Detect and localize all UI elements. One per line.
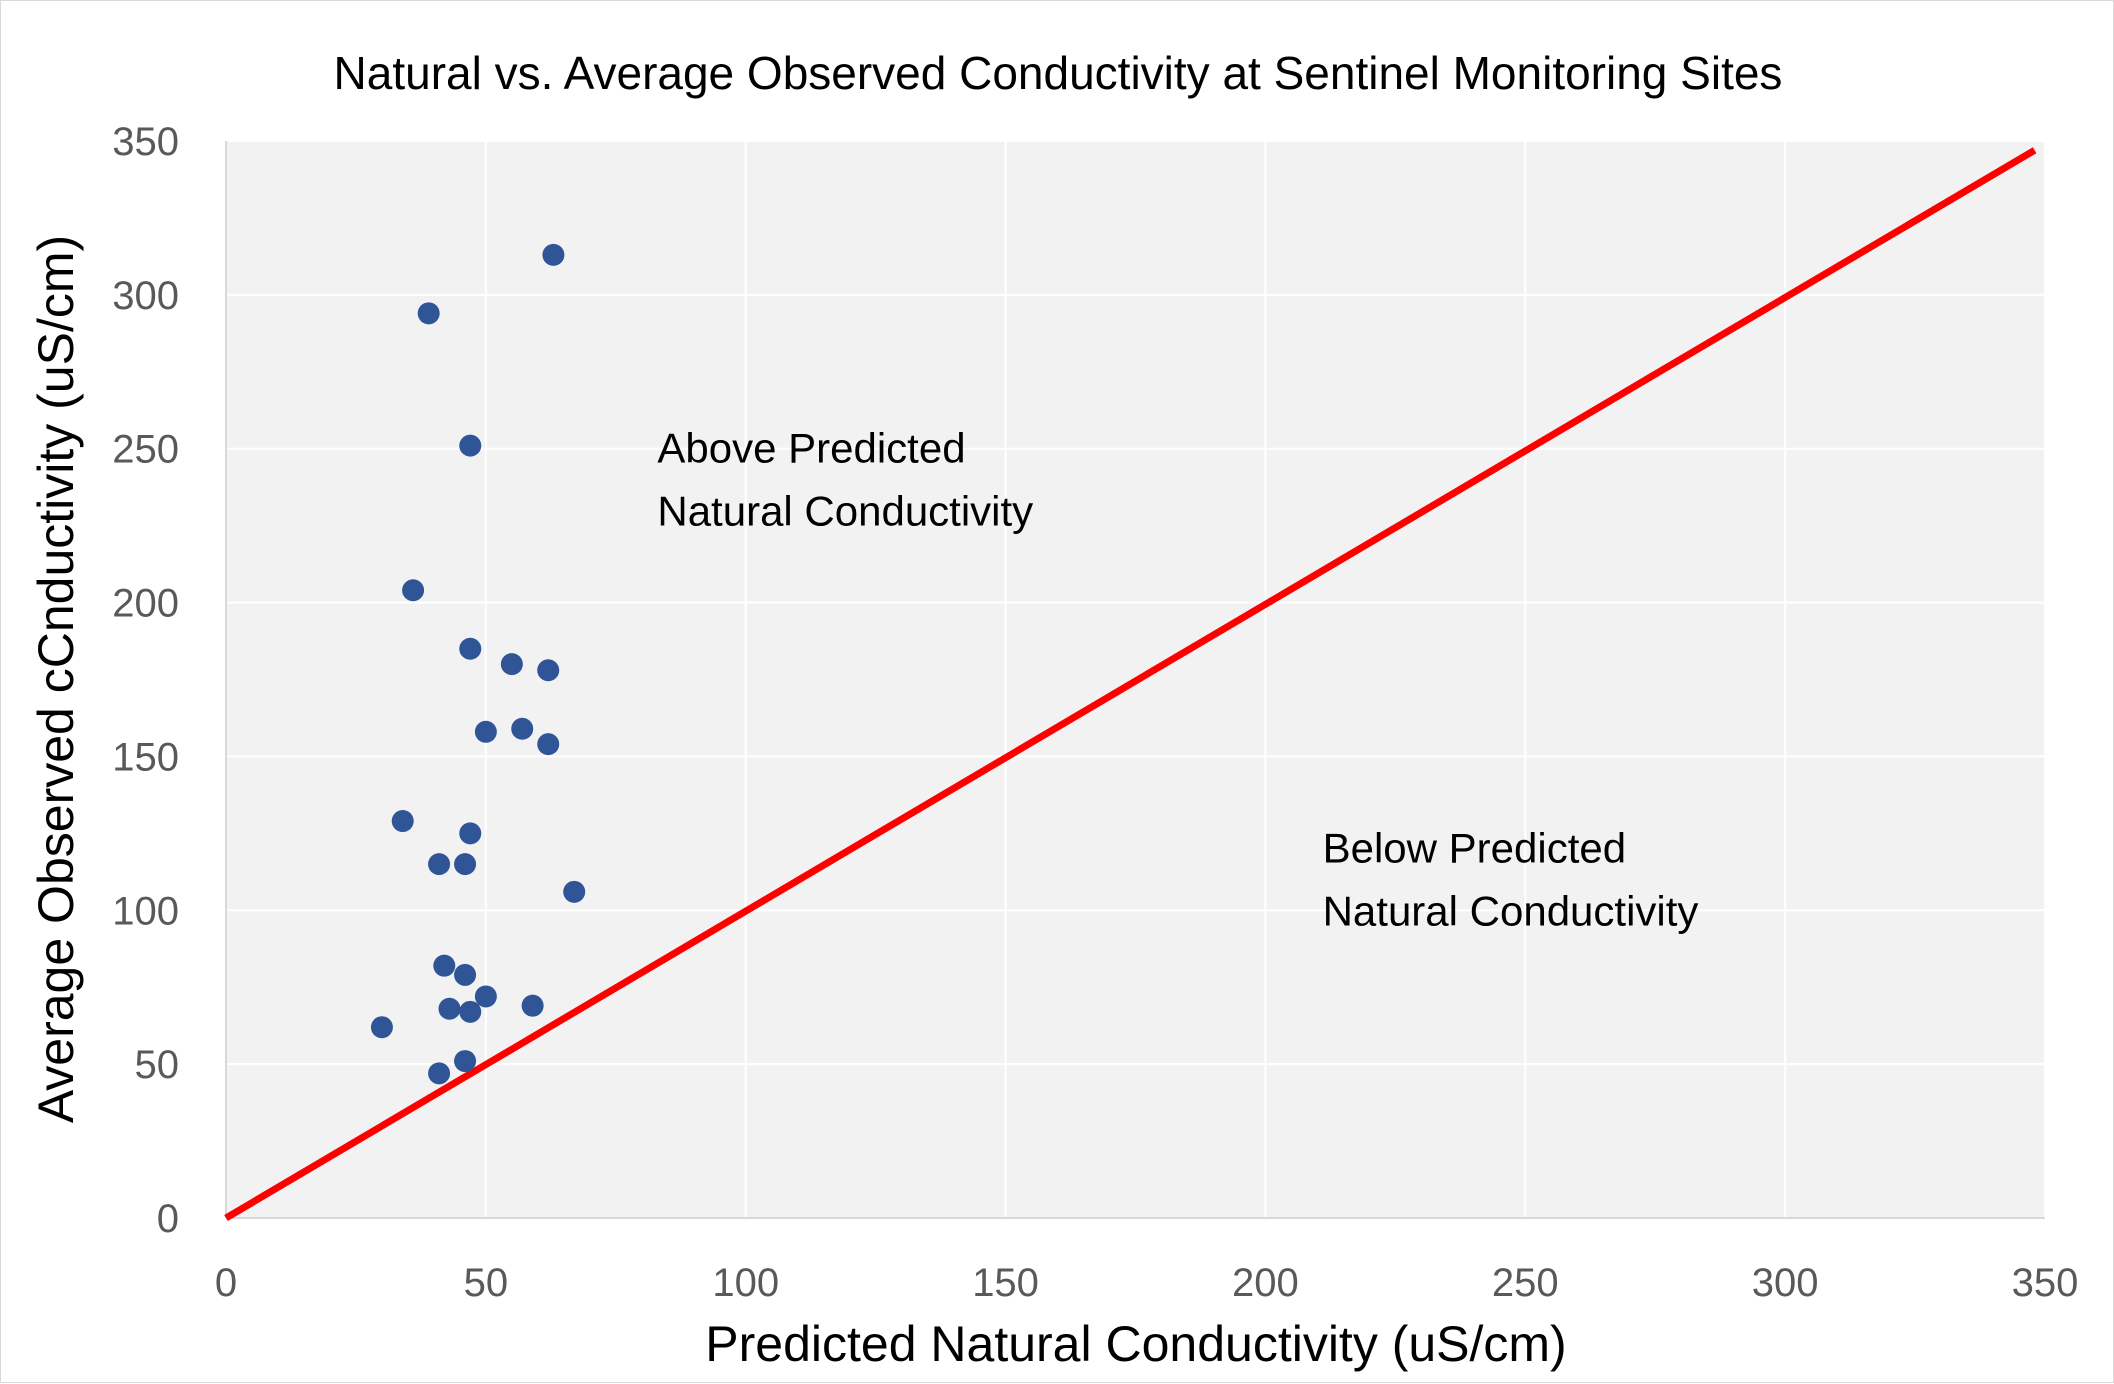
chart-title: Natural vs. Average Observed Conductivit… [334,47,1783,99]
x-tick-label: 0 [215,1261,237,1305]
data-point [417,302,440,325]
x-tick-label: 50 [464,1261,509,1305]
x-tick-label: 350 [2012,1261,2079,1305]
data-point [454,963,477,986]
y-tick-label: 50 [135,1043,180,1087]
y-tick-label: 0 [157,1197,179,1241]
data-point [511,717,534,740]
y-axis-title: Average Observed cCnductivity (uS/cm) [28,235,84,1123]
data-point [402,579,425,602]
axes: 0 50 100 150 200 250 300 350 0 50 100 150 200 250 300 3… [112,120,2078,1305]
y-tick-label: 100 [112,889,179,933]
annotation-text: Above Predicted Natural Conductivity [657,425,1033,535]
data-point [459,434,482,457]
data-point [391,810,414,833]
data-point [433,954,456,977]
x-tick-label: 150 [972,1261,1039,1305]
data-point [537,733,560,756]
data-point [500,653,523,676]
data-point [370,1016,393,1039]
data-point [438,997,461,1020]
y-tick-label: 200 [112,582,179,626]
x-tick-label: 200 [1232,1261,1299,1305]
x-axis-title: Predicted Natural Conductivity (uS/cm) [705,1316,1566,1372]
gridlines [226,140,2046,1218]
data-point [428,1062,451,1085]
data-point [542,243,565,266]
data-point [454,1050,477,1073]
data-point [474,720,497,743]
x-tick-label: 300 [1752,1261,1819,1305]
data-point [474,985,497,1008]
y-tick-label: 300 [112,274,179,318]
y-tick-label: 350 [112,120,179,164]
x-tick-label: 250 [1492,1261,1559,1305]
data-point [537,659,560,682]
annotations: Above Predicted Natural Conductivity Below… [657,425,1698,935]
data-point [521,994,544,1017]
y-tick-label: 250 [112,428,179,472]
annotation-text: Below Predicted Natural Conductivity [1323,825,1699,935]
y-tick-label: 150 [112,735,179,779]
x-tick-label: 100 [712,1261,779,1305]
data-point [459,1000,482,1023]
data-point [459,822,482,845]
data-point [563,880,586,903]
data-point [454,853,477,876]
data-points [370,243,586,1085]
reference-line [224,147,2037,1222]
data-point [428,853,451,876]
data-point [459,637,482,660]
